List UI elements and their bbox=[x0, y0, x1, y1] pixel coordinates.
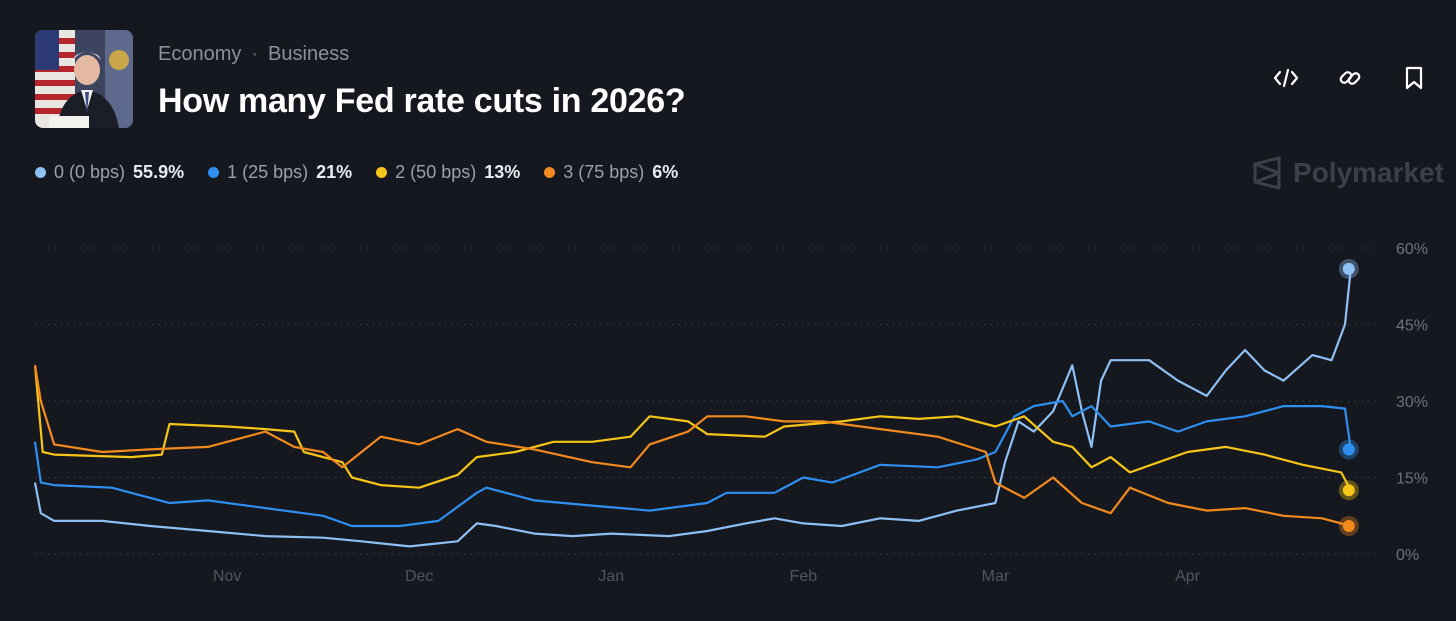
legend-value-0: 55.9% bbox=[133, 162, 185, 182]
y-tick-label: 45% bbox=[1396, 318, 1428, 335]
legend-item-3[interactable]: 3 (75 bps) 6% bbox=[544, 162, 678, 183]
series-end-point-2 bbox=[1342, 484, 1355, 497]
legend-value-3: 6% bbox=[652, 162, 679, 182]
x-tick-label: Apr bbox=[1175, 568, 1201, 585]
legend-dot-1 bbox=[208, 167, 220, 178]
legend-label-2: 2 (50 bps) bbox=[395, 162, 477, 182]
copy-link-button[interactable] bbox=[1336, 63, 1364, 93]
series-end-point-0 bbox=[1342, 262, 1355, 275]
polymarket-logo-icon bbox=[1253, 156, 1281, 190]
breadcrumb-business[interactable]: Business bbox=[268, 43, 350, 65]
legend-label-0: 0 (0 bps) bbox=[54, 162, 126, 182]
chart-legend: 0 (0 bps) 55.9% 1 (25 bps) 21% 2 (50 bps… bbox=[35, 162, 678, 183]
series-line-3 bbox=[33, 365, 1352, 528]
page-title: How many Fed rate cuts in 2026? bbox=[158, 82, 686, 120]
x-tick-label: Mar bbox=[982, 568, 1010, 585]
y-tick-label: 15% bbox=[1396, 471, 1428, 488]
series-end-point-3 bbox=[1342, 519, 1355, 532]
x-tick-label: Jan bbox=[598, 568, 624, 585]
series-line-2 bbox=[33, 365, 1352, 491]
x-tick-label: Dec bbox=[405, 568, 433, 585]
avatar-image bbox=[35, 30, 133, 128]
header-actions bbox=[1272, 63, 1428, 93]
breadcrumb-separator: · bbox=[251, 43, 259, 65]
market-avatar bbox=[35, 30, 133, 128]
legend-item-0[interactable]: 0 (0 bps) 55.9% bbox=[35, 162, 184, 183]
y-tick-label: 60% bbox=[1396, 241, 1428, 258]
series-end-point-1 bbox=[1342, 443, 1355, 456]
legend-label-3: 3 (75 bps) bbox=[563, 162, 645, 182]
legend-item-2[interactable]: 2 (50 bps) 13% bbox=[376, 162, 520, 183]
legend-value-1: 21% bbox=[316, 162, 353, 182]
bookmark-icon bbox=[1405, 66, 1423, 90]
series-line-1 bbox=[33, 399, 1352, 528]
legend-dot-0 bbox=[35, 167, 46, 178]
y-tick-label: 0% bbox=[1396, 547, 1419, 564]
y-tick-label: 30% bbox=[1396, 394, 1428, 411]
x-tick-label: Nov bbox=[213, 568, 241, 585]
link-icon bbox=[1339, 71, 1361, 85]
embed-icon bbox=[1273, 68, 1299, 88]
embed-button[interactable] bbox=[1272, 63, 1300, 93]
x-tick-label: Feb bbox=[790, 568, 818, 585]
brand-name: Polymarket bbox=[1293, 157, 1444, 188]
legend-dot-2 bbox=[376, 167, 388, 178]
breadcrumb: Economy · Business bbox=[158, 43, 349, 66]
legend-value-2: 13% bbox=[484, 162, 521, 182]
polymarket-watermark: Polymarket bbox=[1251, 156, 1444, 190]
legend-label-1: 1 (25 bps) bbox=[227, 162, 309, 182]
bookmark-button[interactable] bbox=[1400, 63, 1428, 93]
series-line-0 bbox=[33, 268, 1352, 548]
breadcrumb-economy[interactable]: Economy bbox=[158, 43, 242, 65]
legend-dot-3 bbox=[544, 167, 556, 178]
legend-item-1[interactable]: 1 (25 bps) 21% bbox=[208, 162, 352, 183]
